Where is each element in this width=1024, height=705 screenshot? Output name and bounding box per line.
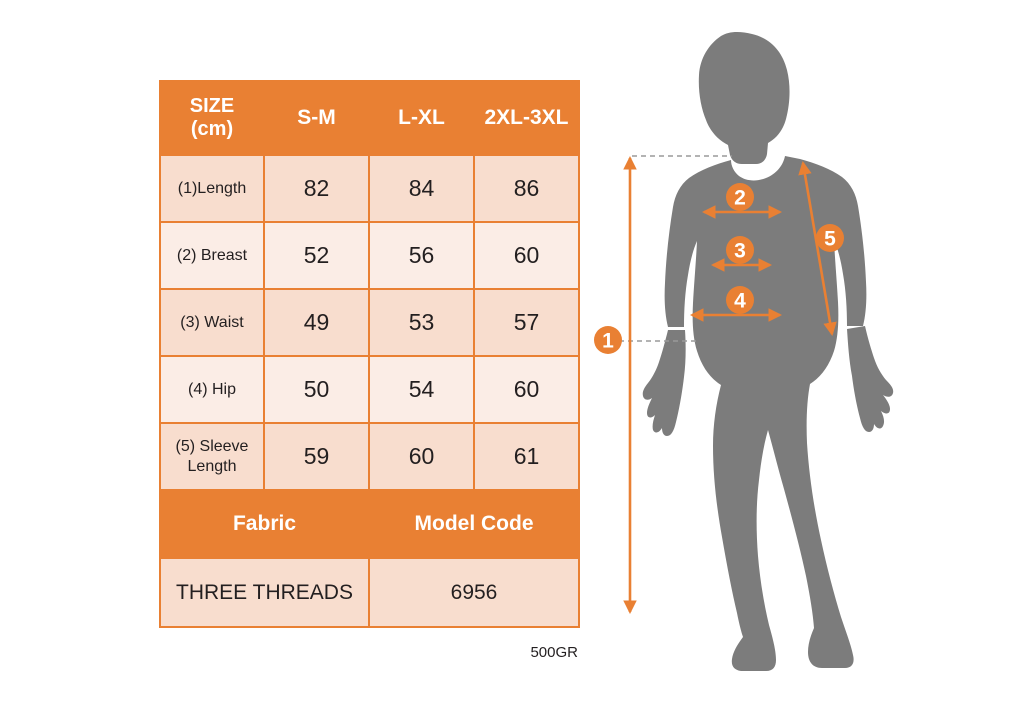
row-label-breast: (2) Breast [159, 221, 265, 290]
measurement-figure-panel: 1 2 3 4 5 [580, 0, 1024, 705]
measurement-diagram: 1 2 3 4 5 [594, 31, 894, 671]
size-chart-table-container: SIZE (cm) S-M L-XL 2XL-3XL (1)Length 82 … [159, 80, 580, 628]
size-chart-table: SIZE (cm) S-M L-XL 2XL-3XL (1)Length 82 … [159, 80, 580, 628]
table-header-row: SIZE (cm) S-M L-XL 2XL-3XL [159, 80, 580, 156]
cell-sleeve-2xl-3xl: 61 [473, 422, 580, 491]
measure-arrow-sleeve-length [798, 161, 837, 336]
cell-hip-s-m: 50 [263, 355, 370, 424]
marker-1-label: 1 [602, 330, 614, 353]
marker-2-label: 2 [734, 187, 746, 210]
header-model-code: Model Code [368, 489, 580, 559]
table-footer-header-row: Fabric Model Code [159, 489, 580, 559]
cell-waist-2xl-3xl: 57 [473, 288, 580, 357]
row-label-hip: (4) Hip [159, 355, 265, 424]
marker-3-waist: 3 [726, 236, 754, 264]
cell-breast-s-m: 52 [263, 221, 370, 290]
cell-breast-l-xl: 56 [368, 221, 475, 290]
header-col-2xl-3xl: 2XL-3XL [473, 80, 580, 156]
cell-waist-s-m: 49 [263, 288, 370, 357]
cell-model-code-value: 6956 [368, 557, 580, 628]
cell-hip-2xl-3xl: 60 [473, 355, 580, 424]
marker-1-length: 1 [594, 326, 622, 354]
cell-fabric-value: THREE THREADS [159, 557, 370, 628]
cell-sleeve-l-xl: 60 [368, 422, 475, 491]
marker-4-hip: 4 [726, 286, 754, 314]
table-row: (5) Sleeve Length 59 60 61 [159, 422, 580, 491]
cell-length-s-m: 82 [263, 154, 370, 223]
table-row: (3) Waist 49 53 57 [159, 288, 580, 357]
header-fabric: Fabric [159, 489, 370, 559]
cell-waist-l-xl: 53 [368, 288, 475, 357]
row-label-length: (1)Length [159, 154, 265, 223]
marker-5-sleeve-length: 5 [816, 224, 844, 252]
table-row: (2) Breast 52 56 60 [159, 221, 580, 290]
cell-breast-2xl-3xl: 60 [473, 221, 580, 290]
header-size-label: SIZE [189, 95, 235, 117]
weight-label: 500GR [530, 644, 578, 661]
table-row: (1)Length 82 84 86 [159, 154, 580, 223]
marker-5-label: 5 [824, 228, 836, 251]
cell-length-l-xl: 84 [368, 154, 475, 223]
header-col-s-m: S-M [263, 80, 370, 156]
row-label-sleeve-line1: (5) Sleeve [175, 438, 249, 456]
marker-4-label: 4 [734, 290, 746, 313]
marker-3-label: 3 [734, 240, 746, 263]
table-footer-row: THREE THREADS 6956 [159, 557, 580, 628]
female-body-silhouette [642, 31, 894, 671]
header-size-cm: SIZE (cm) [159, 80, 265, 156]
cell-sleeve-s-m: 59 [263, 422, 370, 491]
row-label-sleeve-length: (5) Sleeve Length [159, 422, 265, 491]
row-label-sleeve-line2: Length [187, 457, 237, 475]
header-col-l-xl: L-XL [368, 80, 475, 156]
cell-length-2xl-3xl: 86 [473, 154, 580, 223]
header-cm-label: (cm) [190, 118, 234, 140]
table-row: (4) Hip 50 54 60 [159, 355, 580, 424]
row-label-waist: (3) Waist [159, 288, 265, 357]
marker-2-breast: 2 [726, 183, 754, 211]
cell-hip-l-xl: 54 [368, 355, 475, 424]
